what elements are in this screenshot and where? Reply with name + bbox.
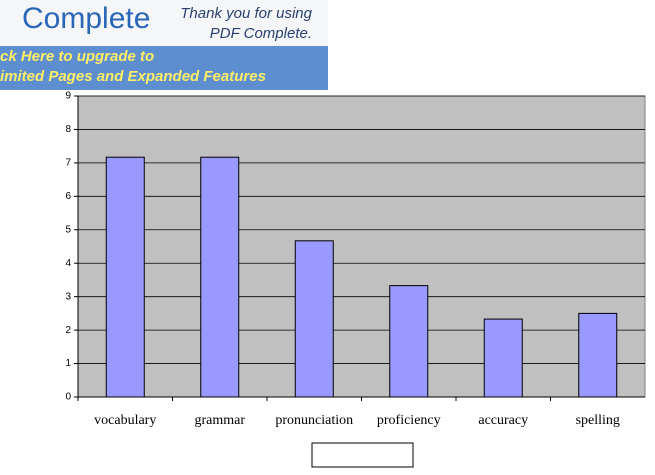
banner-upgrade[interactable]: ck Here to upgrade to [0, 48, 154, 65]
bar [578, 312, 618, 398]
y-tick-label: 8 [65, 124, 71, 135]
y-tick-label: 1 [65, 358, 71, 369]
bar [294, 240, 334, 398]
plot-area [77, 95, 646, 398]
banner-bottom [0, 46, 328, 90]
banner-thanks: PDF Complete. [210, 25, 312, 42]
y-tick-label: 7 [65, 158, 71, 169]
banner[interactable]: Complete Thank you for using PDF Complet… [0, 0, 328, 90]
x-tick-label: vocabulary [94, 413, 156, 428]
banner-top [0, 0, 328, 46]
y-tick-label: 6 [65, 191, 71, 202]
legend-box [311, 442, 414, 468]
x-tick-label: pronunciation [275, 413, 353, 428]
y-tick-label: 0 [65, 392, 71, 403]
y-tick-label: 2 [65, 325, 71, 336]
plot: 0 1 2 3 4 5 6 7 8 9 vocabulary grammar pronunciation… [65, 91, 645, 461]
x-tick-label: spelling [576, 413, 620, 428]
y-tick-label: 5 [65, 224, 71, 235]
banner-thanks: Thank you for using [180, 5, 312, 22]
y-tick-label: 9 [65, 91, 71, 102]
banner-brand: Complete [22, 2, 150, 35]
x-tick-label: grammar [194, 413, 245, 428]
x-tick-label: proficiency [377, 413, 441, 428]
x-tick-label: accuracy [478, 413, 528, 428]
y-tick-label: 3 [65, 291, 71, 302]
bar [105, 156, 145, 398]
banner-upgrade[interactable]: imited Pages and Expanded Features [0, 68, 266, 85]
bar [389, 285, 429, 398]
y-tick-label: 4 [65, 258, 71, 269]
bar [200, 156, 240, 398]
bar [483, 318, 523, 398]
